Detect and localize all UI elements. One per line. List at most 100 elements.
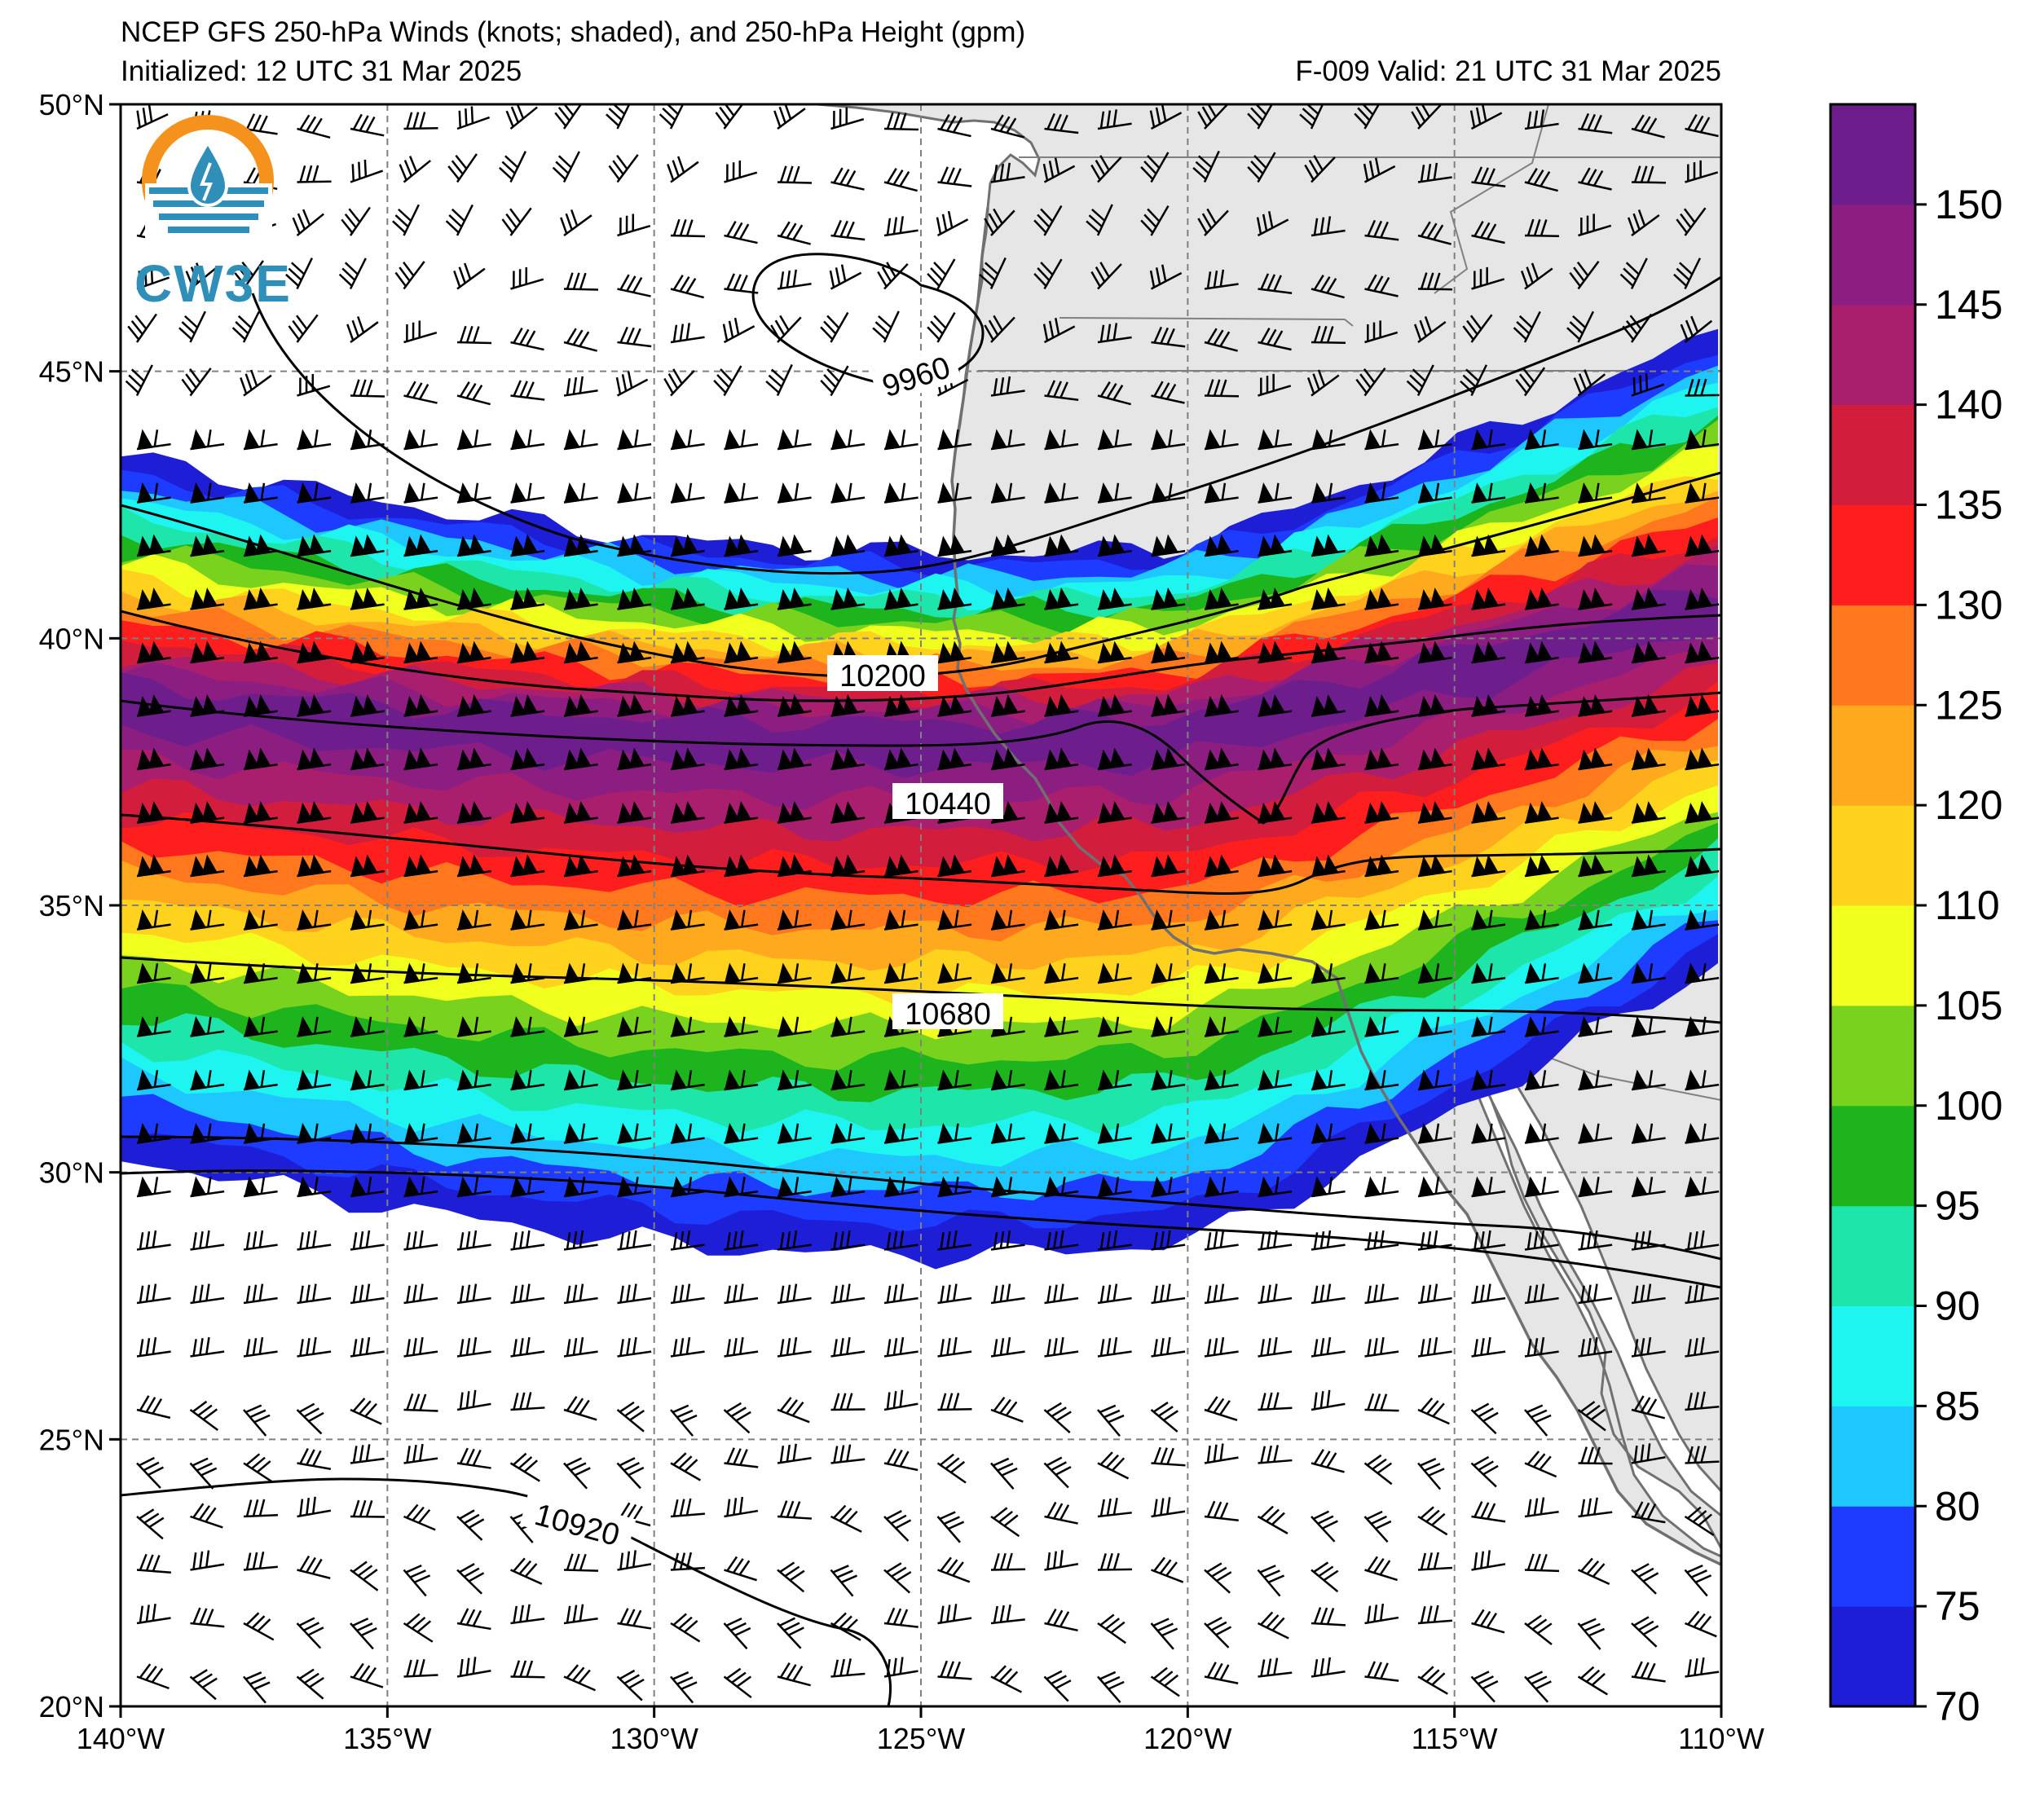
barb-feather bbox=[526, 1660, 534, 1678]
barb-pennant bbox=[1525, 802, 1541, 824]
wind-barb bbox=[670, 1122, 705, 1144]
barb-feather bbox=[954, 963, 959, 981]
wind-barb bbox=[1149, 104, 1183, 130]
barb-feather bbox=[356, 316, 365, 333]
colorbar-tick-label: 145 bbox=[1935, 282, 2002, 328]
barb-feather bbox=[1595, 429, 1600, 447]
barb-feather bbox=[954, 1123, 959, 1141]
wind-barb bbox=[1471, 1609, 1505, 1634]
barb-feather bbox=[794, 482, 800, 500]
barb-pennant bbox=[1632, 749, 1648, 771]
barb-pennant bbox=[1098, 588, 1114, 610]
wind-barb bbox=[715, 104, 746, 130]
barb-feather bbox=[848, 429, 852, 447]
barb-feather bbox=[1271, 1617, 1285, 1631]
wind-barb bbox=[617, 1230, 652, 1251]
barb-feather bbox=[448, 214, 463, 228]
barb-feather bbox=[1059, 114, 1068, 131]
barb-feather bbox=[1168, 1123, 1173, 1141]
barb-feather bbox=[1411, 111, 1421, 127]
barb-feather bbox=[555, 161, 570, 174]
barb-feather bbox=[1260, 1393, 1266, 1411]
barb-pennant bbox=[1578, 909, 1595, 931]
wind-barb bbox=[1417, 640, 1452, 664]
barb-feather bbox=[1595, 909, 1600, 927]
barb-feather bbox=[1586, 215, 1589, 233]
wind-barb bbox=[1685, 640, 1720, 664]
barb-pennant bbox=[350, 802, 367, 824]
wind-barb bbox=[1097, 1404, 1125, 1437]
wind-barb bbox=[1364, 320, 1399, 344]
barb-feather bbox=[1053, 1338, 1058, 1356]
barb-pennant bbox=[1418, 962, 1434, 984]
barb-feather bbox=[1206, 379, 1214, 396]
barb-feather bbox=[1642, 1625, 1659, 1635]
wind-barb bbox=[1044, 1283, 1079, 1305]
barb-feather bbox=[940, 114, 950, 130]
barb-feather bbox=[299, 1555, 311, 1572]
wind-barb bbox=[1685, 1657, 1720, 1678]
barb-feather bbox=[1380, 1230, 1385, 1248]
wind-barb bbox=[724, 1556, 757, 1582]
barb-feather bbox=[1702, 963, 1707, 981]
barb-feather bbox=[1160, 1498, 1165, 1516]
barb-feather bbox=[848, 482, 852, 500]
barb-feather bbox=[1474, 1609, 1485, 1625]
barb-feather bbox=[765, 381, 780, 394]
barb-feather bbox=[249, 1676, 267, 1685]
barb-feather bbox=[783, 104, 792, 120]
barb-feather bbox=[1680, 213, 1692, 229]
barb-pennant bbox=[415, 640, 432, 662]
barb-feather bbox=[1586, 1560, 1600, 1575]
barb-feather bbox=[418, 320, 421, 338]
barb-feather bbox=[526, 381, 535, 398]
wind-barb bbox=[1304, 155, 1336, 183]
barb-feather bbox=[878, 315, 892, 328]
barb-feather bbox=[1531, 1618, 1548, 1631]
wind-barb bbox=[1471, 1230, 1506, 1251]
barb-feather bbox=[245, 167, 256, 183]
barb-feather bbox=[296, 315, 308, 330]
barb-pennant bbox=[469, 694, 485, 715]
barb-feather bbox=[465, 383, 477, 399]
barb-feather bbox=[1059, 1230, 1064, 1248]
barb-feather bbox=[1648, 1070, 1654, 1088]
barb-feather bbox=[715, 112, 727, 127]
barb-feather bbox=[196, 1462, 213, 1472]
barb-pennant bbox=[297, 1015, 314, 1037]
barb-pennant bbox=[1055, 694, 1073, 715]
wind-barb bbox=[777, 165, 813, 184]
wind-barb bbox=[777, 221, 811, 245]
barb-feather bbox=[1055, 1679, 1072, 1689]
wind-barb bbox=[296, 1402, 324, 1435]
wind-barb bbox=[1364, 962, 1399, 984]
wind-barb bbox=[1578, 1122, 1613, 1144]
wind-barb bbox=[608, 154, 639, 183]
barb-feather bbox=[526, 1283, 531, 1301]
wind-barb bbox=[1204, 269, 1239, 290]
barb-feather bbox=[672, 368, 683, 385]
wind-barb bbox=[830, 588, 866, 610]
barb-feather bbox=[1354, 112, 1368, 127]
barb-feather bbox=[833, 1659, 839, 1677]
barb-feather bbox=[1433, 1230, 1438, 1248]
barb-feather bbox=[298, 1617, 315, 1627]
barb-pennant bbox=[469, 640, 485, 662]
barb-feather bbox=[1168, 909, 1173, 927]
barb-feather bbox=[1153, 381, 1164, 397]
barb-feather bbox=[679, 276, 690, 293]
wind-barb bbox=[1086, 204, 1113, 236]
barb-feather bbox=[839, 108, 842, 126]
barb-feather bbox=[513, 1393, 519, 1411]
wind-barb bbox=[1043, 1456, 1072, 1489]
barb-feather bbox=[356, 1622, 373, 1632]
map-axes: 140°W 135°W 130°W 125°W 120°W 115°W 110°W50°N4… bbox=[39, 88, 1764, 1755]
colorbar-swatch bbox=[1830, 504, 1915, 605]
wind-barb bbox=[510, 1069, 545, 1091]
colorbar-swatch bbox=[1830, 805, 1915, 906]
barb-feather bbox=[1259, 1565, 1276, 1574]
barb-pennant bbox=[1311, 1069, 1328, 1091]
barb-feather bbox=[580, 1016, 586, 1034]
wind-barb bbox=[1258, 854, 1293, 878]
barb-feather bbox=[1580, 1499, 1586, 1516]
